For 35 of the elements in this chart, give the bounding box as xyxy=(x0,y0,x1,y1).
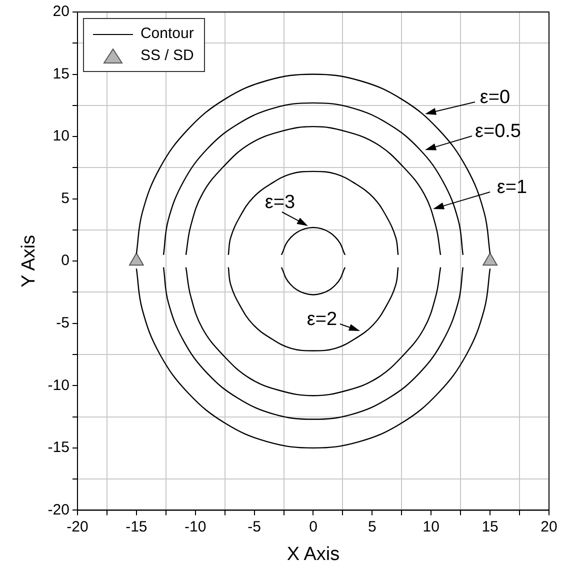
x-tick-label: -5 xyxy=(248,518,261,536)
y-tick-label: -10 xyxy=(48,376,70,394)
x-axis-title: X Axis xyxy=(286,544,340,565)
y-tick-label: 10 xyxy=(52,128,70,145)
line-series xyxy=(280,266,346,296)
line-series xyxy=(185,126,442,256)
line-series xyxy=(185,266,442,396)
y-axis-title: Y Axis xyxy=(18,234,40,288)
x-tick-label: 5 xyxy=(368,518,376,536)
annotation: ε=3 xyxy=(264,192,296,213)
y-tick-label: -15 xyxy=(48,439,70,456)
line-series xyxy=(136,268,491,449)
line-series xyxy=(162,266,464,420)
x-tick-label: 0 xyxy=(309,518,318,536)
annotation: ε=0 xyxy=(480,87,510,108)
y-tick-label: -5 xyxy=(56,314,70,332)
annotation: ε=2 xyxy=(306,309,338,330)
x-tick-label: -10 xyxy=(184,518,206,536)
x-tick-label: 20 xyxy=(540,518,558,536)
y-tick-label: 15 xyxy=(52,65,70,82)
y-tick-label: -20 xyxy=(48,501,70,518)
y-tick-label: 5 xyxy=(61,190,70,207)
y-tick-label: 20 xyxy=(52,3,70,20)
legend-label: SS / SD xyxy=(140,46,194,66)
line-series xyxy=(162,102,464,256)
line-series xyxy=(228,170,399,256)
x-tick-label: 10 xyxy=(422,518,440,536)
line-series xyxy=(228,266,399,352)
y-tick-label: 0 xyxy=(61,252,70,270)
line-series xyxy=(280,226,346,256)
legend-label: Contour xyxy=(140,24,194,44)
annotation: ε=0.5 xyxy=(475,121,521,142)
x-tick-label: 15 xyxy=(482,518,498,536)
annotation: ε=1 xyxy=(496,177,528,198)
x-tick-label: -15 xyxy=(126,518,148,536)
